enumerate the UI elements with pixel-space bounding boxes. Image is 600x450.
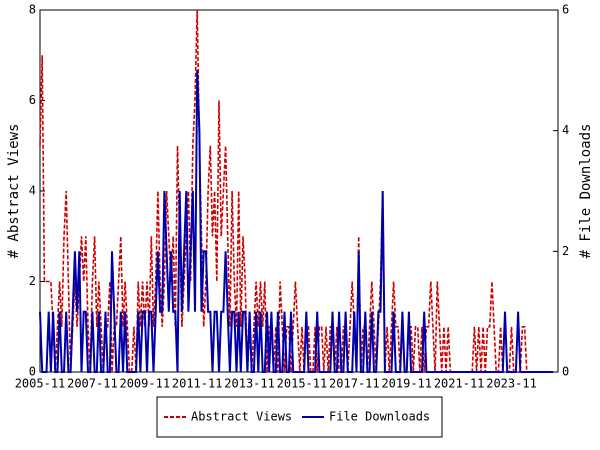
series-line	[39, 70, 553, 373]
y2-tick-label: 2	[562, 244, 569, 258]
y-tick-label: 0	[29, 365, 36, 379]
x-tick-label: 2011-11	[172, 377, 223, 391]
plot-area	[39, 9, 559, 373]
x-tick-label: 2009-11	[119, 377, 170, 391]
x-tick-label: 2007-11	[67, 377, 118, 391]
y2-tick-label: 6	[562, 3, 569, 17]
x-tick-label: 2017-11	[329, 377, 380, 391]
x-tick-label: 2019-11	[381, 377, 432, 391]
y-tick-label: 2	[29, 274, 36, 288]
y-axis-label: # Abstract Views	[6, 124, 22, 259]
x-tick-label: 2015-11	[277, 377, 328, 391]
x-tick-label: 2021-11	[434, 377, 485, 391]
legend	[156, 396, 443, 438]
x-tick-label: 2023-11	[486, 377, 537, 391]
y-tick-label: 6	[29, 93, 36, 107]
x-tick-label: 2013-11	[224, 377, 275, 391]
legend-label: File Downloads	[329, 410, 430, 424]
x-tick-label: 2005-11	[15, 377, 66, 391]
y2-tick-label: 0	[562, 365, 569, 379]
y-tick-label: 4	[29, 184, 36, 198]
legend-label: Abstract Views	[191, 410, 292, 424]
y-tick-label: 8	[29, 3, 36, 17]
y2-axis-label: # File Downloads	[578, 124, 594, 259]
y2-tick-label: 4	[562, 123, 569, 137]
